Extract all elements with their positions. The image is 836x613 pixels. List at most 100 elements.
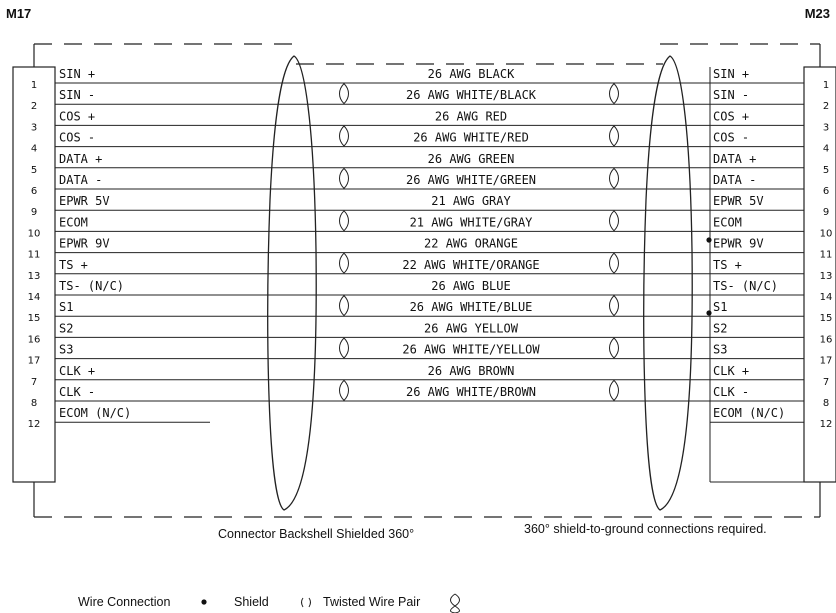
outer-frame — [34, 43, 820, 518]
wire-color-label: 22 AWG WHITE/ORANGE — [402, 258, 539, 272]
right-signal-label: CLK + — [713, 364, 749, 378]
twisted-pair-symbol — [339, 380, 349, 401]
left-connector-block — [12, 66, 56, 483]
right-pin-number: 14 — [820, 292, 833, 303]
twisted-pair-icon — [450, 593, 460, 613]
wire-color-label: 26 AWG BROWN — [428, 364, 515, 378]
right-pin-number: 6 — [823, 186, 829, 197]
wire-color-label: 21 AWG WHITE/GRAY — [410, 215, 534, 229]
twisted-pair-symbol — [339, 337, 349, 359]
right-signal-label: EPWR 9V — [713, 237, 764, 251]
wire-color-label: 21 AWG GRAY — [431, 194, 511, 208]
left-signal-label: COS + — [59, 109, 95, 123]
left-pin-number: 9 — [31, 207, 37, 218]
legend-wire-connection: Wire Connection — [78, 595, 170, 609]
wire-color-label: 26 AWG BLUE — [431, 279, 510, 293]
right-connector-block — [803, 66, 836, 483]
twisted-pair-symbol — [609, 295, 619, 316]
left-signal-label: CLK - — [59, 385, 95, 399]
left-pin-number: 12 — [28, 419, 41, 430]
left-pin-number: 2 — [31, 101, 37, 112]
right-pin-number: 8 — [823, 398, 829, 409]
left-pin-number: 6 — [31, 186, 37, 197]
shield-ground-note: 360° shield-to-ground connections requir… — [524, 522, 767, 536]
twisted-pair-symbol — [609, 168, 619, 189]
left-pin-number: 8 — [31, 398, 37, 409]
twisted-pair-symbol — [609, 252, 619, 274]
wire-color-label: 26 AWG GREEN — [428, 152, 515, 166]
left-signal-label: EPWR 9V — [59, 237, 110, 251]
left-pin-number: 4 — [31, 144, 37, 155]
legend: Wire Connection Shield Twisted Wire Pair — [78, 593, 460, 613]
right-pin-number: 15 — [820, 313, 833, 324]
left-signal-label: DATA + — [59, 152, 102, 166]
right-signal-label: TS + — [713, 258, 742, 272]
right-signal-label: CLK - — [713, 385, 749, 399]
right-pin-number: 3 — [823, 122, 829, 133]
twisted-pair-symbol — [609, 380, 619, 401]
right-signal-label: DATA - — [713, 173, 756, 187]
twisted-pair-symbol — [609, 125, 619, 147]
right-pin-number: 4 — [823, 144, 829, 155]
left-signal-label: ECOM (N/C) — [59, 406, 131, 420]
left-signal-label: CLK + — [59, 364, 95, 378]
right-signal-label: DATA + — [713, 152, 756, 166]
twisted-pair-symbol — [339, 295, 349, 316]
left-pin-number: 10 — [28, 228, 41, 239]
right-signal-label: ECOM — [713, 215, 742, 229]
left-pin-number: 3 — [31, 122, 37, 133]
left-pin-number: 15 — [28, 313, 41, 324]
left-signal-label: TS- (N/C) — [59, 279, 124, 293]
legend-shield: Shield — [234, 595, 269, 609]
wire-connection-dot — [706, 237, 712, 243]
left-signal-label: DATA - — [59, 173, 102, 187]
left-pin-number: 7 — [31, 377, 37, 388]
right-signal-label: SIN - — [713, 88, 749, 102]
wire-color-label: 26 AWG WHITE/YELLOW — [402, 343, 540, 357]
right-signal-label: S3 — [713, 343, 727, 357]
right-pin-number: 10 — [820, 228, 833, 239]
right-pin-number: 2 — [823, 101, 829, 112]
right-signal-label: S1 — [713, 300, 727, 314]
right-shield-ellipse — [643, 55, 693, 511]
legend-twisted-pair: Twisted Wire Pair — [323, 595, 420, 609]
twisted-pair-symbol — [609, 337, 619, 359]
twisted-pair-symbol — [339, 125, 349, 147]
right-signal-label: ECOM (N/C) — [713, 406, 785, 420]
wire-color-label: 26 AWG RED — [435, 109, 507, 123]
wire-color-label: 26 AWG WHITE/BROWN — [406, 385, 536, 399]
left-pin-number: 11 — [28, 250, 41, 261]
left-signal-label: S2 — [59, 321, 73, 335]
twisted-pair-symbol — [339, 83, 349, 104]
right-signal-label: EPWR 5V — [713, 194, 764, 208]
left-pin-number: 1 — [31, 80, 37, 91]
wire-color-label: 26 AWG WHITE/GREEN — [406, 173, 536, 187]
backshell-note: Connector Backshell Shielded 360° — [218, 527, 414, 541]
left-signal-label: ECOM — [59, 215, 88, 229]
shield-icon — [301, 597, 311, 608]
left-pin-number: 14 — [28, 292, 41, 303]
right-pin-number: 16 — [820, 334, 833, 345]
wire-connection-dot-icon — [201, 599, 207, 605]
twisted-pair-symbol — [339, 210, 349, 232]
right-connector-label: M23 — [805, 6, 830, 21]
right-pin-number: 11 — [820, 250, 833, 261]
right-pin-number: 7 — [823, 377, 829, 388]
left-signal-label: COS - — [59, 131, 95, 145]
right-signal-label: COS + — [713, 109, 749, 123]
left-signal-label: TS + — [59, 258, 88, 272]
twisted-pair-symbol — [609, 210, 619, 232]
left-pin-number: 13 — [28, 271, 41, 282]
right-pin-number: 13 — [820, 271, 833, 282]
wire-color-label: 26 AWG BLACK — [428, 67, 515, 81]
inner-frame — [33, 44, 821, 517]
wire-color-label: 22 AWG ORANGE — [424, 237, 518, 251]
right-pin-number: 9 — [823, 207, 829, 218]
left-connector-label: M17 — [6, 6, 31, 21]
right-signal-label: TS- (N/C) — [713, 279, 778, 293]
left-pin-number: 5 — [31, 165, 37, 176]
wire-color-label: 26 AWG WHITE/BLUE — [410, 300, 533, 314]
wire-color-label: 26 AWG WHITE/BLACK — [406, 88, 537, 102]
twisted-pair-symbol — [339, 168, 349, 189]
